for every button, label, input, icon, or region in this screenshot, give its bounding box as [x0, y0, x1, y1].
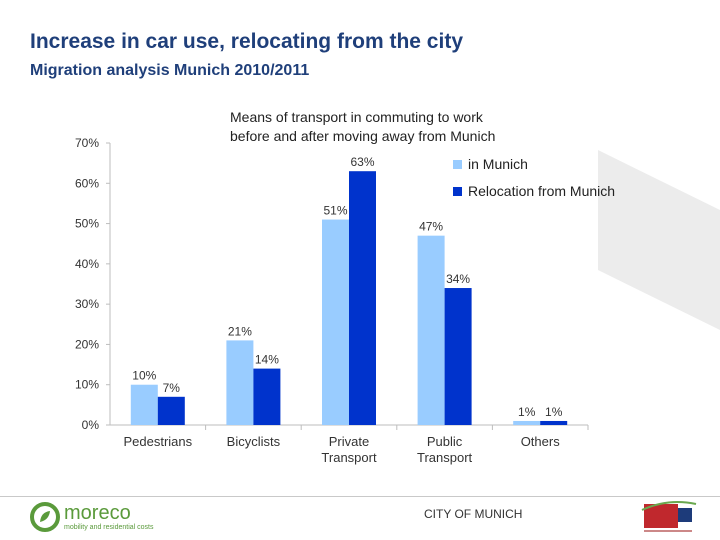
data-label: 47% — [419, 220, 443, 234]
footer-divider — [0, 496, 720, 497]
bar — [417, 235, 445, 425]
y-tick-label: 20% — [75, 337, 99, 351]
y-tick-label: 30% — [75, 297, 99, 311]
y-tick-label: 10% — [75, 378, 99, 392]
legend-item-relocation: Relocation from Munich — [453, 181, 615, 201]
chart-title: Means of transport in commuting to work … — [230, 108, 560, 146]
legend-label-in-munich: in Munich — [468, 156, 528, 172]
data-label: 21% — [228, 324, 252, 338]
x-tick-label: Private — [329, 434, 369, 449]
data-label: 10% — [132, 369, 156, 383]
y-tick-label: 60% — [75, 176, 99, 190]
legend-swatch-relocation — [453, 186, 462, 196]
page-title: Increase in car use, relocating from the… — [30, 30, 463, 53]
y-tick-label: 0% — [82, 418, 100, 432]
bar — [322, 219, 349, 425]
data-label: 1% — [545, 405, 563, 419]
bar — [226, 340, 254, 425]
x-tick-label: Transport — [321, 450, 377, 465]
chart-title-line-2: before and after moving away from Munich — [230, 128, 496, 144]
x-tick-label: Bicyclists — [227, 434, 281, 449]
bar — [540, 420, 568, 425]
data-label: 63% — [350, 155, 374, 169]
bar — [130, 384, 158, 425]
data-label: 51% — [323, 204, 347, 218]
moreco-leaf-icon — [30, 502, 60, 532]
y-tick-label: 50% — [75, 217, 99, 231]
x-tick-label: Others — [521, 434, 561, 449]
bar — [253, 368, 281, 425]
logo-tagline: mobility and residential costs — [64, 523, 154, 531]
x-tick-label: Public — [427, 434, 463, 449]
page-subtitle: Migration analysis Munich 2010/2011 — [30, 62, 310, 79]
moreco-logo: moreco mobility and residential costs — [30, 502, 154, 532]
chart-legend: in Munich Relocation from Munich — [453, 154, 615, 208]
logo-name: moreco — [64, 501, 131, 524]
legend-swatch-in-munich — [453, 159, 462, 169]
bar-chart: 0% 10% 20% 30% 40% 50% 60% 70% 10% 7% Pedestrians 2… — [75, 136, 589, 465]
chart-title-line-1: Means of transport in commuting to work — [230, 109, 483, 125]
bar — [513, 420, 541, 425]
data-label: 7% — [163, 381, 181, 395]
y-tick-label: 40% — [75, 257, 99, 271]
bar — [349, 171, 376, 425]
data-label: 1% — [518, 405, 536, 419]
city-of-munich-label: CITY OF MUNICH — [424, 507, 523, 521]
legend-label-relocation: Relocation from Munich — [468, 183, 616, 199]
data-label: 34% — [446, 272, 470, 286]
x-tick-label: Pedestrians — [123, 434, 192, 449]
x-tick-label: Transport — [417, 450, 473, 465]
data-label: 14% — [255, 353, 279, 367]
legend-item-in-munich: in Munich — [453, 154, 615, 174]
bar — [157, 396, 185, 425]
y-tick-label: 70% — [75, 136, 99, 150]
partner-logo — [641, 501, 697, 532]
bar — [444, 288, 472, 425]
